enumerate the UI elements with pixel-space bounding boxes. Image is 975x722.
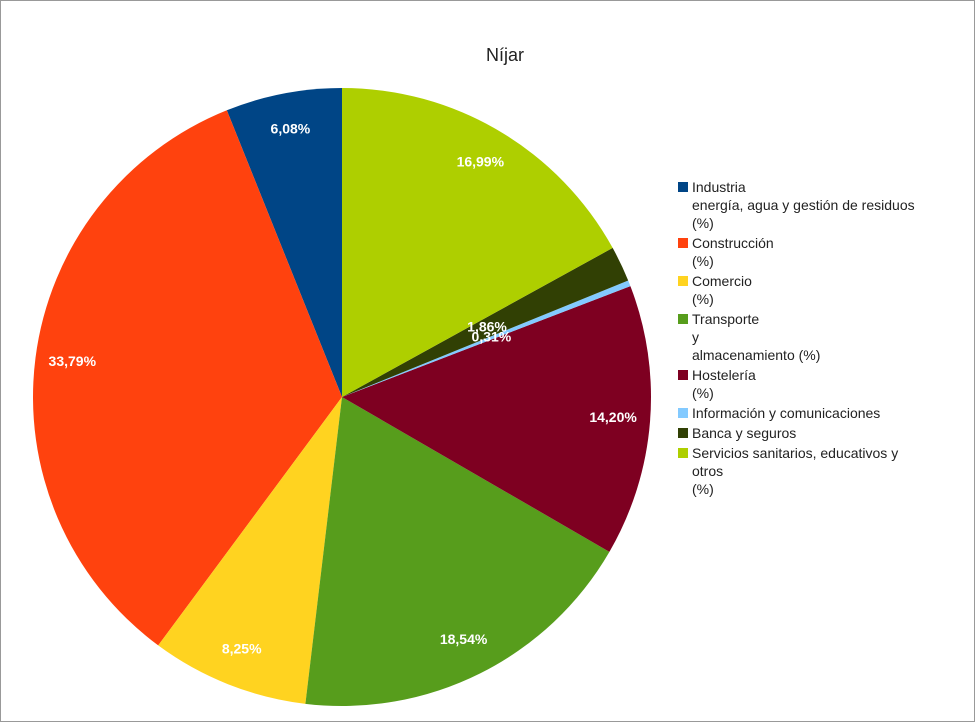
legend-label: Transporte y almacenamiento (%) — [692, 311, 821, 363]
legend-item: Servicios sanitarios, educativos y otros… — [678, 444, 915, 498]
legend-label: Industria energía, agua y gestión de res… — [692, 179, 915, 231]
legend-item: Comercio (%) — [678, 272, 915, 308]
legend-swatch — [678, 276, 688, 286]
legend-swatch — [678, 182, 688, 192]
legend-item: Banca y seguros — [678, 424, 915, 442]
legend-swatch — [678, 370, 688, 380]
pie-slice — [305, 397, 610, 706]
data-label: 33,79% — [49, 353, 97, 369]
data-label: 16,99% — [457, 154, 505, 170]
data-label: 6,08% — [271, 121, 311, 137]
data-label: 8,25% — [222, 640, 262, 656]
legend-label: Comercio (%) — [692, 273, 752, 307]
data-label: 1,86% — [467, 319, 507, 335]
pie-slice — [342, 247, 629, 397]
chart-title: Níjar — [486, 45, 524, 65]
pie-slice — [342, 87, 613, 397]
pie-slice — [226, 88, 342, 397]
pie-slice — [158, 397, 342, 704]
legend-item: Transporte y almacenamiento (%) — [678, 310, 915, 364]
data-label: 0,31% — [472, 329, 512, 345]
legend-swatch — [678, 448, 688, 458]
legend-item: Información y comunicaciones — [678, 404, 915, 422]
legend-swatch — [678, 428, 688, 438]
legend-swatch — [678, 314, 688, 324]
legend-label: Información y comunicaciones — [692, 405, 881, 421]
pie-slice — [33, 110, 342, 646]
legend-swatch — [678, 238, 688, 248]
legend-item: Hostelería (%) — [678, 366, 915, 402]
legend-item: Construcción (%) — [678, 234, 915, 270]
legend-label: Servicios sanitarios, educativos y otros… — [692, 445, 899, 497]
pie-slice — [342, 280, 631, 397]
data-label: 18,54% — [440, 631, 488, 647]
legend: Industria energía, agua y gestión de res… — [678, 178, 915, 500]
legend-label: Construcción (%) — [692, 235, 774, 269]
legend-label: Hostelería (%) — [692, 367, 756, 401]
legend-swatch — [678, 408, 688, 418]
legend-label: Banca y seguros — [692, 425, 797, 441]
pie-slice — [342, 286, 651, 552]
data-label: 14,20% — [589, 409, 637, 425]
legend-item: Industria energía, agua y gestión de res… — [678, 178, 915, 232]
